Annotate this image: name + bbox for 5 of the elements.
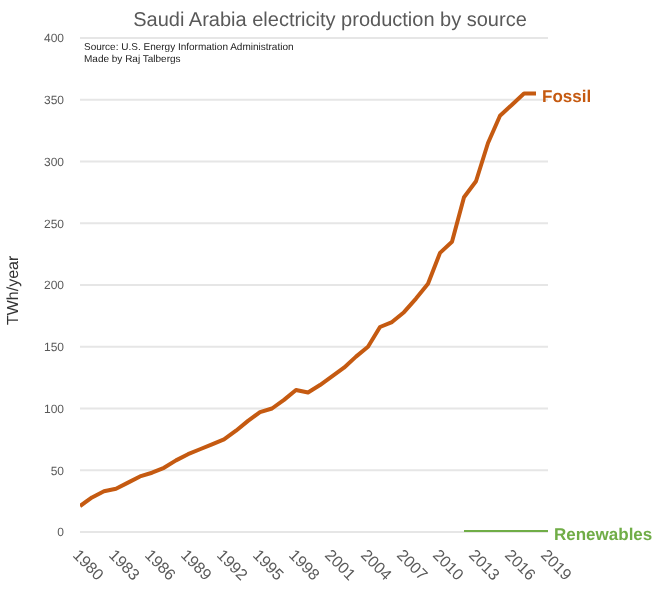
y-axis-title: TWh/year [3, 254, 22, 325]
chart-title: Saudi Arabia electricity production by source [131, 10, 529, 32]
series-label: Renewables [554, 524, 653, 544]
line-series [80, 91, 538, 509]
series-label: Fossil [542, 85, 592, 106]
